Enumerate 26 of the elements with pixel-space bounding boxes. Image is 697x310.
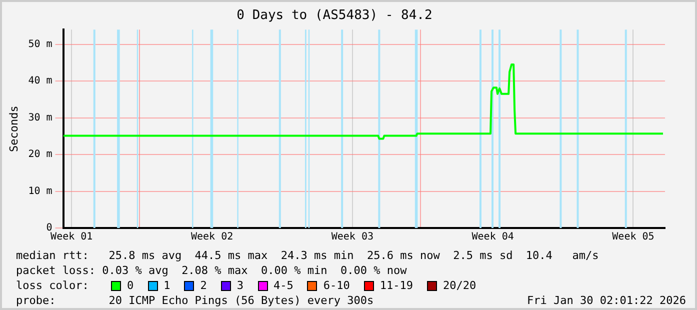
y-tick-label: 10 m [28,186,52,197]
text: 3 [236,278,244,293]
text: median rtt: 25.8 ms avg 44.5 ms max 24.3 ms min 25.6 ms now 2.5 ms sd 10.4 am/s [16,248,600,263]
text: 2 [200,278,207,293]
text: packet loss: 0.03 % avg 2.08 % max 0.00 % min 0.00 % now [16,263,408,278]
x-tick-label: Week 01 [50,232,93,243]
x-tick-label: Week 03 [331,232,374,243]
y-tick-label: 30 m [28,112,52,124]
text: loss color: [16,278,90,293]
y-tick-label: 0 [46,222,52,234]
x-tick-label: Week 04 [472,232,514,243]
text: 6-10 [323,278,350,293]
y-axis-title: Seconds [7,106,20,152]
text: 20/20 [443,278,476,293]
x-tick-label: Week 02 [190,232,234,243]
text: 11-19 [380,278,413,293]
y-tick-label: 20 m [28,149,52,160]
chart-title: 0 Days to (AS5483) - 84.2 [236,8,432,24]
text: 4-5 [274,278,294,293]
y-tick-label: 40 m [28,76,52,87]
x-tick-label: Week 05 [612,232,654,243]
text: Fri Jan 30 02:01:22 2026 [527,293,686,308]
text: 0 [127,278,134,293]
y-tick-label: 50 m [28,38,52,50]
text: probe: 20 ICMP Echo Pings (56 Bytes) every 300s [16,293,374,308]
text: 1 [164,278,170,293]
